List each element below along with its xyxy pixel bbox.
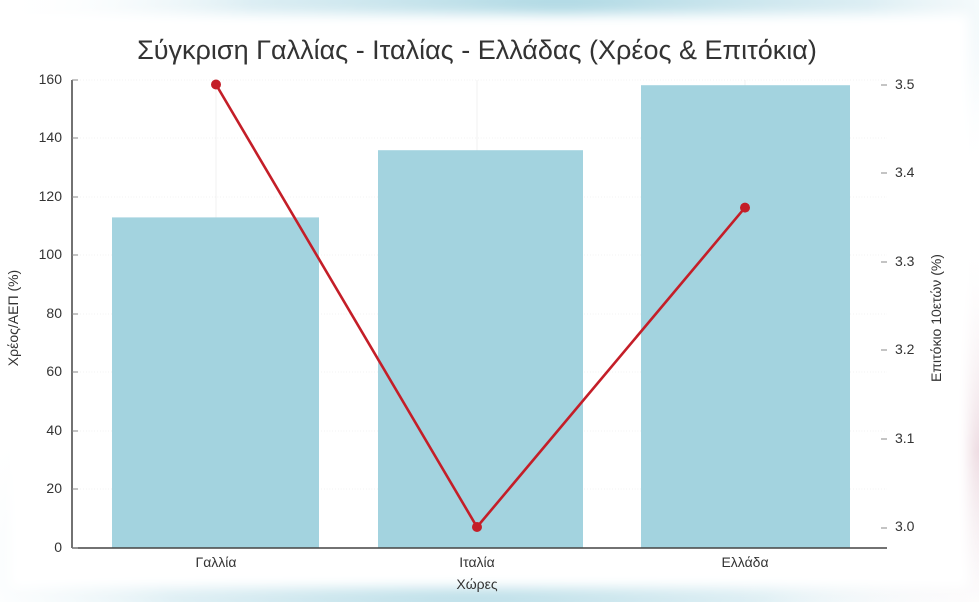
svg-text:100: 100: [39, 246, 63, 262]
svg-text:Χώρες: Χώρες: [456, 576, 497, 592]
svg-text:Ελλάδα: Ελλάδα: [721, 554, 768, 570]
svg-text:Επιτόκιο 10ετών (%): Επιτόκιο 10ετών (%): [928, 254, 944, 382]
svg-text:20: 20: [46, 480, 62, 496]
svg-text:3.2: 3.2: [895, 341, 915, 357]
svg-text:Ιταλία: Ιταλία: [459, 554, 495, 570]
svg-text:0: 0: [54, 539, 62, 555]
svg-text:60: 60: [46, 363, 62, 379]
svg-text:120: 120: [39, 188, 63, 204]
svg-text:40: 40: [46, 422, 62, 438]
svg-text:Γαλλία: Γαλλία: [195, 554, 236, 570]
svg-text:Χρέος/ΑΕΠ (%): Χρέος/ΑΕΠ (%): [5, 270, 21, 366]
svg-text:Σύγκριση Γαλλίας - Ιταλίας - Ε: Σύγκριση Γαλλίας - Ιταλίας - Ελλάδας (Χρ…: [137, 35, 817, 65]
svg-text:3.5: 3.5: [895, 76, 915, 92]
svg-text:3.0: 3.0: [895, 518, 915, 534]
svg-text:160: 160: [39, 71, 63, 87]
svg-text:3.3: 3.3: [895, 253, 915, 269]
svg-text:80: 80: [46, 305, 62, 321]
svg-text:3.1: 3.1: [895, 430, 915, 446]
svg-text:140: 140: [39, 129, 63, 145]
svg-text:3.4: 3.4: [895, 164, 915, 180]
